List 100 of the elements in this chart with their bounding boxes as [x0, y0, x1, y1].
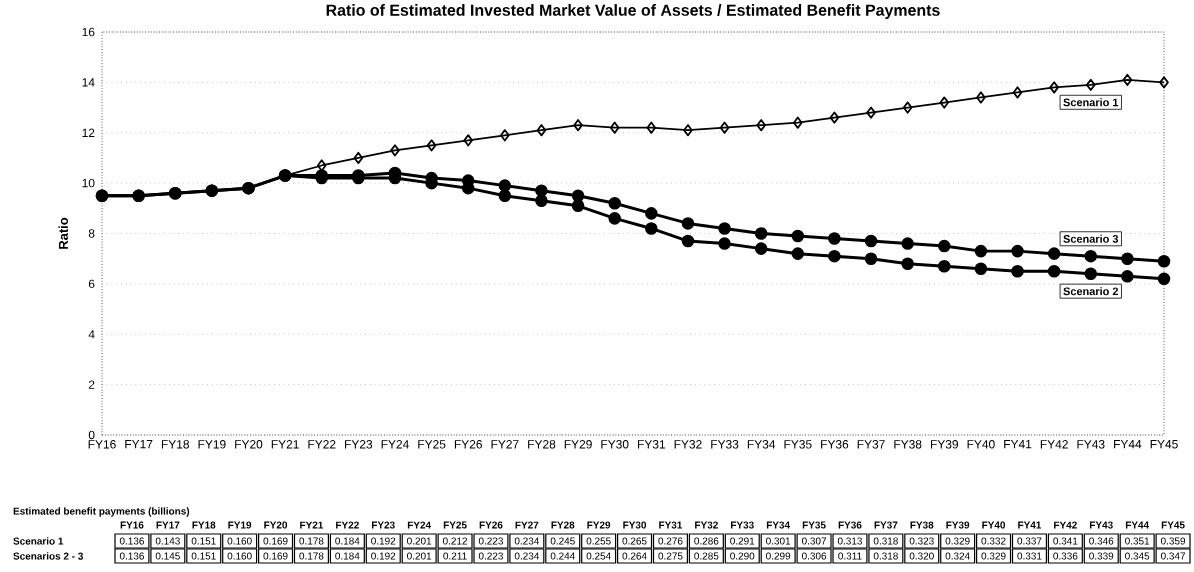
data-label: 0.318 [873, 552, 898, 560]
data-label: 0.265 [622, 537, 647, 545]
y-tick-label: 6 [88, 279, 95, 289]
category-label: FY39 [946, 521, 970, 529]
data-label: 0.286 [694, 537, 719, 545]
x-tick-label: FY22 [308, 440, 336, 449]
category-label: FY38 [910, 521, 934, 529]
data-label: 0.211 [443, 552, 467, 560]
data-label: 0.192 [371, 537, 396, 545]
data-label: 0.184 [335, 552, 360, 560]
data-label: 0.313 [837, 537, 862, 545]
data-label: 0.320 [909, 552, 934, 560]
x-tick-label: FY33 [711, 440, 739, 449]
data-label: 0.143 [155, 537, 180, 545]
category-label: FY31 [659, 521, 683, 529]
category-label: FY25 [443, 521, 467, 529]
category-label: FY42 [1054, 521, 1077, 529]
text: Scenario 1 [13, 537, 64, 545]
data-label: 0.276 [658, 537, 683, 545]
data-label: 0.351 [1125, 537, 1150, 545]
data-label: 0.234 [514, 537, 540, 545]
data-label: 0.301 [766, 537, 791, 545]
data-label: 0.337 [1017, 537, 1042, 545]
category-label: FY43 [1090, 521, 1113, 529]
category-label: FY20 [264, 521, 288, 529]
data-label: 0.341 [1053, 537, 1078, 545]
x-tick-label: FY16 [88, 440, 116, 449]
x-tick-label: FY31 [637, 440, 666, 449]
x-tick-label: FY34 [747, 440, 776, 449]
category-label: FY27 [515, 521, 539, 529]
x-tick-label: FY26 [454, 440, 482, 449]
data-label: 0.145 [155, 552, 180, 560]
y-tick-label: 8 [88, 229, 95, 238]
data-label: 0.318 [873, 537, 898, 545]
data-label: 0.169 [263, 552, 288, 560]
data-label: 0.255 [586, 537, 611, 545]
category-label: FY26 [479, 521, 503, 529]
data-label: 0.264 [622, 552, 647, 560]
x-tick-label: FY30 [601, 440, 629, 449]
category-label: FY35 [802, 521, 826, 529]
series-label: Scenario 1 [1063, 98, 1119, 107]
text: Scenarios 2 - 3 [13, 552, 83, 560]
y-tick-label: 16 [82, 27, 95, 37]
data-label: 0.311 [838, 552, 862, 560]
y-tick-label: 12 [82, 128, 95, 137]
category-label: FY45 [1161, 521, 1185, 529]
series-label: Scenario 3 [1063, 234, 1119, 243]
x-tick-label: FY42 [1040, 440, 1068, 449]
x-tick-label: FY43 [1077, 440, 1105, 449]
category-label: FY22 [336, 521, 359, 529]
x-tick-label: FY18 [161, 440, 189, 449]
data-label: 0.329 [981, 552, 1006, 560]
data-label: 0.331 [1017, 552, 1042, 560]
data-label: 0.275 [658, 552, 683, 560]
data-label: 0.192 [371, 552, 396, 560]
data-label: 0.336 [1053, 552, 1078, 560]
category-label: FY33 [731, 521, 754, 529]
data-label: 0.299 [766, 552, 791, 560]
category-label: FY23 [371, 521, 395, 529]
data-label: 0.345 [1125, 552, 1150, 560]
x-tick-label: FY28 [528, 440, 556, 449]
data-label: 0.178 [299, 537, 324, 545]
data-label: 0.346 [1089, 537, 1114, 545]
series-label: Scenario 2 [1063, 287, 1119, 296]
category-label: FY21 [300, 521, 324, 529]
data-label: 0.184 [335, 537, 360, 545]
y-tick-label: 0 [88, 430, 95, 440]
category-label: FY17 [156, 521, 180, 529]
y-tick-label: 4 [88, 330, 95, 339]
x-tick-label: FY24 [381, 440, 409, 449]
data-label: 0.290 [730, 552, 755, 560]
category-label: FY29 [587, 521, 611, 529]
x-tick-label: FY38 [894, 440, 922, 449]
x-tick-label: FY32 [674, 440, 702, 449]
category-label: FY41 [1018, 521, 1042, 529]
category-label: FY30 [623, 521, 647, 529]
category-label: FY40 [982, 521, 1006, 529]
data-label: 0.323 [909, 537, 934, 545]
category-label: FY24 [407, 521, 432, 529]
data-label: 0.151 [191, 552, 216, 560]
y-tick-label: 14 [82, 78, 95, 87]
data-label: 0.307 [801, 537, 827, 545]
x-tick-label: FY36 [821, 440, 849, 449]
category-label: FY32 [695, 521, 718, 529]
data-label: 0.359 [1160, 537, 1186, 545]
category-label: FY16 [120, 521, 144, 529]
data-label: 0.245 [550, 537, 575, 545]
data-label: 0.223 [478, 552, 503, 560]
category-label: FY19 [228, 521, 252, 529]
x-tick-label: FY23 [345, 440, 373, 449]
x-tick-label: FY25 [418, 440, 446, 449]
x-tick-label: FY35 [784, 440, 812, 449]
x-tick-label: FY21 [271, 440, 299, 449]
x-tick-label: FY39 [930, 440, 959, 449]
x-tick-label: FY44 [1114, 440, 1142, 449]
data-label: 0.178 [299, 552, 324, 560]
chart-title: Ratio of Estimated Invested Market Value of Assets / Estimated Benefit Payments [326, 4, 940, 19]
category-label: FY34 [766, 521, 791, 529]
category-label: FY28 [551, 521, 575, 529]
y-axis-title: Ratio [58, 217, 68, 249]
